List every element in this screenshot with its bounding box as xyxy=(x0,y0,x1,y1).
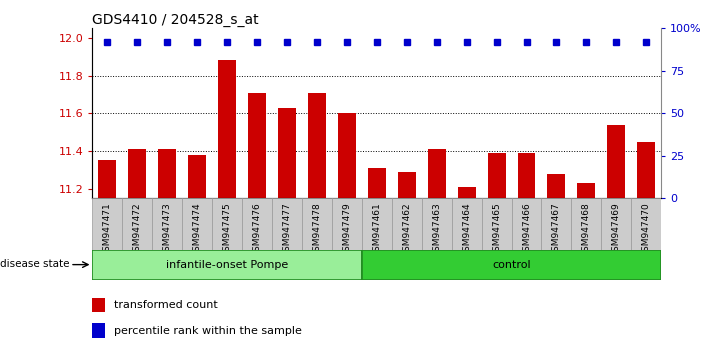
Text: transformed count: transformed count xyxy=(114,300,218,310)
Text: GSM947475: GSM947475 xyxy=(223,202,232,257)
Bar xyxy=(159,149,176,198)
FancyBboxPatch shape xyxy=(392,198,422,250)
Bar xyxy=(458,187,476,198)
FancyBboxPatch shape xyxy=(362,250,661,280)
FancyBboxPatch shape xyxy=(272,198,302,250)
Text: GSM947471: GSM947471 xyxy=(103,202,112,257)
Text: GSM947467: GSM947467 xyxy=(552,202,561,257)
FancyBboxPatch shape xyxy=(362,198,392,250)
Bar xyxy=(547,174,565,198)
Bar xyxy=(368,168,386,198)
Text: GSM947476: GSM947476 xyxy=(252,202,262,257)
Text: GSM947462: GSM947462 xyxy=(402,202,411,257)
Bar xyxy=(518,153,535,198)
Text: GSM947474: GSM947474 xyxy=(193,202,202,257)
Bar xyxy=(577,183,595,198)
FancyBboxPatch shape xyxy=(631,198,661,250)
Text: GSM947477: GSM947477 xyxy=(282,202,292,257)
Bar xyxy=(92,324,105,338)
Bar xyxy=(248,92,266,198)
FancyBboxPatch shape xyxy=(92,250,362,280)
Text: disease state: disease state xyxy=(0,259,70,269)
Bar xyxy=(92,298,105,312)
Text: GSM947464: GSM947464 xyxy=(462,202,471,257)
Bar xyxy=(607,125,625,198)
FancyBboxPatch shape xyxy=(152,198,182,250)
FancyBboxPatch shape xyxy=(572,198,602,250)
Text: GSM947465: GSM947465 xyxy=(492,202,501,257)
Bar xyxy=(278,108,296,198)
Text: GSM947478: GSM947478 xyxy=(312,202,321,257)
FancyBboxPatch shape xyxy=(242,198,272,250)
Bar xyxy=(98,160,117,198)
Text: infantile-onset Pompe: infantile-onset Pompe xyxy=(166,259,288,270)
Text: GSM947466: GSM947466 xyxy=(522,202,531,257)
Text: GSM947473: GSM947473 xyxy=(163,202,172,257)
FancyBboxPatch shape xyxy=(332,198,362,250)
Text: percentile rank within the sample: percentile rank within the sample xyxy=(114,326,302,336)
Bar xyxy=(129,149,146,198)
FancyBboxPatch shape xyxy=(451,198,481,250)
Bar xyxy=(428,149,446,198)
Text: GSM947468: GSM947468 xyxy=(582,202,591,257)
Text: control: control xyxy=(492,259,531,270)
Bar xyxy=(637,142,656,198)
Bar xyxy=(338,113,356,198)
Text: GSM947479: GSM947479 xyxy=(343,202,351,257)
FancyBboxPatch shape xyxy=(511,198,542,250)
FancyBboxPatch shape xyxy=(302,198,332,250)
Text: GSM947463: GSM947463 xyxy=(432,202,442,257)
FancyBboxPatch shape xyxy=(122,198,152,250)
Text: GDS4410 / 204528_s_at: GDS4410 / 204528_s_at xyxy=(92,13,259,27)
Bar xyxy=(308,92,326,198)
FancyBboxPatch shape xyxy=(602,198,631,250)
FancyBboxPatch shape xyxy=(542,198,572,250)
Bar xyxy=(397,172,416,198)
FancyBboxPatch shape xyxy=(92,198,122,250)
Text: GSM947470: GSM947470 xyxy=(642,202,651,257)
Bar xyxy=(218,61,236,198)
Text: GSM947469: GSM947469 xyxy=(612,202,621,257)
Text: GSM947461: GSM947461 xyxy=(373,202,381,257)
FancyBboxPatch shape xyxy=(182,198,212,250)
FancyBboxPatch shape xyxy=(481,198,511,250)
FancyBboxPatch shape xyxy=(212,198,242,250)
FancyBboxPatch shape xyxy=(422,198,451,250)
Bar xyxy=(188,155,206,198)
Bar xyxy=(488,153,506,198)
Text: GSM947472: GSM947472 xyxy=(133,202,141,257)
